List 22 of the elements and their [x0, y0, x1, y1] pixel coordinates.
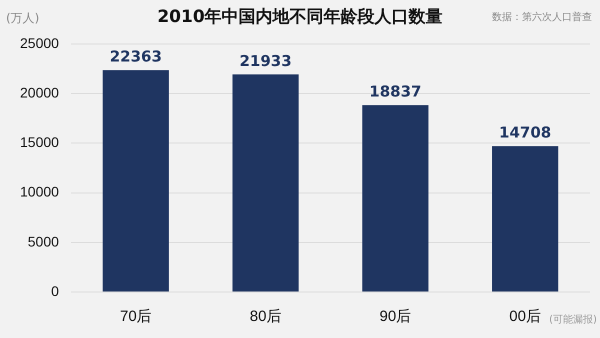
x-tick-label: 70后: [120, 308, 152, 326]
data-label: 21933: [239, 52, 292, 70]
y-tick-label: 10000: [20, 184, 60, 200]
chart-title: 2010年中国内地不同年龄段人口数量: [157, 7, 443, 27]
y-tick-label: 25000: [20, 34, 60, 51]
x-tick-label: 90后: [380, 308, 412, 326]
y-tick-label: 0: [51, 282, 60, 299]
y-tick-label: 20000: [20, 84, 60, 100]
data-label: 22363: [110, 48, 162, 66]
y-tick-label: 5000: [28, 233, 60, 250]
bar: [232, 74, 299, 292]
data-label: 18837: [369, 82, 422, 101]
text: 数据：第六次人口普查: [492, 10, 592, 24]
bar: [492, 146, 558, 292]
y-axis-title: (万人): [6, 10, 40, 27]
y-tick-label: 15000: [20, 134, 60, 150]
bar: [102, 70, 169, 292]
x-tick-label: 00后: [509, 308, 541, 326]
x-tick-label: 80后: [250, 308, 282, 326]
bar: [362, 105, 428, 292]
data-label: 14708: [499, 123, 552, 142]
text: (可能漏报): [549, 314, 598, 326]
